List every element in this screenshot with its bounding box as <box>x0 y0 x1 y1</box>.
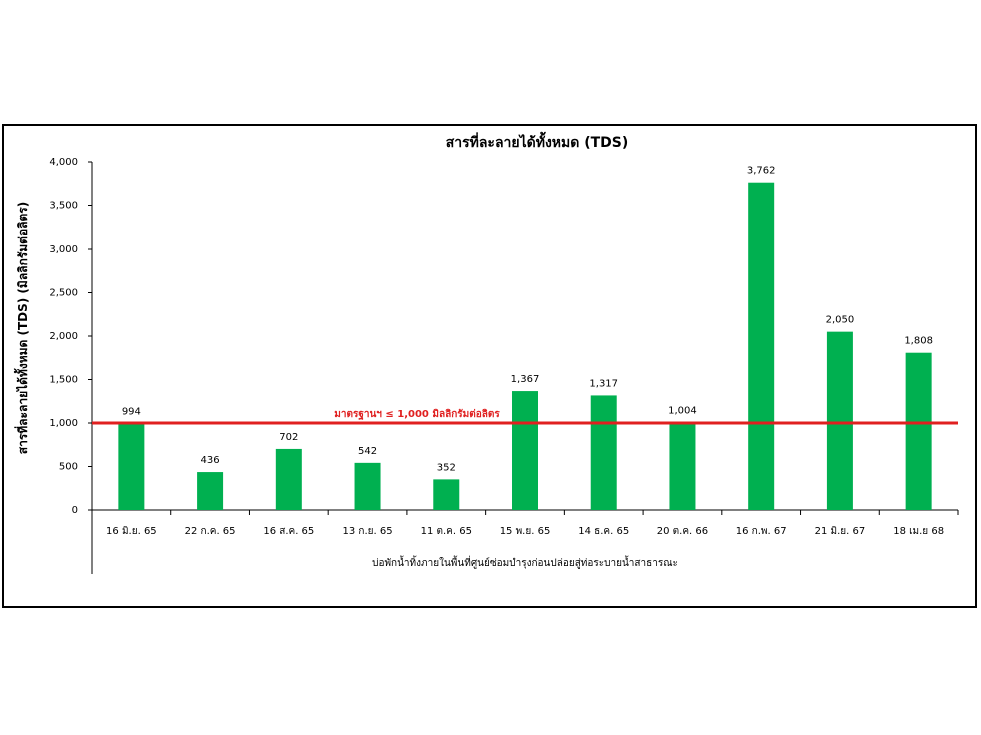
x-tick-label: 16 ส.ค. 65 <box>263 526 314 537</box>
bar <box>748 182 775 510</box>
y-tick-label: 4,000 <box>49 157 78 168</box>
data-label: 436 <box>201 455 220 466</box>
data-label: 702 <box>279 432 298 443</box>
bar <box>826 331 853 510</box>
bar <box>118 423 145 510</box>
bar <box>512 391 538 510</box>
y-axis-label: สารที่ละลายได้ทั้งหมด (TDS) (มิลลิกรัมต่… <box>13 202 30 454</box>
y-tick-label: 0 <box>72 505 78 516</box>
x-tick-label: 20 ต.ค. 66 <box>657 526 708 537</box>
x-tick-label: 13 ก.ย. 65 <box>343 526 393 537</box>
y-tick-label: 3,500 <box>49 201 78 212</box>
data-label: 1,808 <box>904 336 933 347</box>
data-label: 352 <box>437 462 456 473</box>
x-axis-label: บ่อพักน้ำทิ้งภายในพื้นที่ศูนย์ซ่อมบำรุงก… <box>372 555 678 569</box>
x-tick-label: 21 มิ.ย. 67 <box>815 526 866 537</box>
x-tick-label: 15 พ.ย. 65 <box>500 526 551 537</box>
data-label: 2,050 <box>826 315 855 326</box>
x-tick-label: 18 เม.ย 68 <box>893 526 944 537</box>
data-label: 1,004 <box>668 406 697 417</box>
data-label: 1,367 <box>511 374 540 385</box>
bar <box>590 395 617 510</box>
x-tick-label: 16 ก.พ. 67 <box>736 526 787 537</box>
bar <box>669 422 696 510</box>
bars: 994 16 มิ.ย. 65 436 22 ก.ค. 65 702 16 ส.ค. 65… <box>106 166 944 537</box>
reference-line-label: มาตรฐานฯ ≤ 1,000 มิลลิกรัมต่อลิตร <box>334 408 500 420</box>
y-tick-label: 3,000 <box>49 244 78 255</box>
reference-line-group: มาตรฐานฯ ≤ 1,000 มิลลิกรัมต่อลิตร <box>92 408 958 425</box>
chart-title: สารที่ละลายได้ทั้งหมด (TDS) <box>446 131 629 151</box>
data-label: 1,317 <box>589 378 618 389</box>
bar <box>197 472 224 510</box>
axes: 0 500 1,000 1,500 2,000 2,500 3,000 3,500 4,000 <box>49 157 959 574</box>
x-tick-label: 11 ต.ค. 65 <box>421 526 472 537</box>
data-label: 542 <box>358 446 377 457</box>
y-tick-label: 1,000 <box>49 418 78 429</box>
x-tick-label: 14 ธ.ค. 65 <box>578 526 629 537</box>
data-label: 994 <box>122 407 141 418</box>
y-tick-label: 1,500 <box>49 375 78 386</box>
chart-frame <box>2 124 977 608</box>
bar <box>275 448 302 510</box>
x-tick-label: 16 มิ.ย. 65 <box>106 526 157 537</box>
bar <box>905 352 932 510</box>
bar <box>354 462 381 510</box>
y-tick-label: 2,500 <box>49 288 78 299</box>
y-tick-label: 500 <box>59 462 78 473</box>
bar <box>433 479 460 510</box>
x-tick-label: 22 ก.ค. 65 <box>185 526 236 537</box>
y-tick-label: 2,000 <box>49 331 78 342</box>
data-label: 3,762 <box>747 166 776 177</box>
